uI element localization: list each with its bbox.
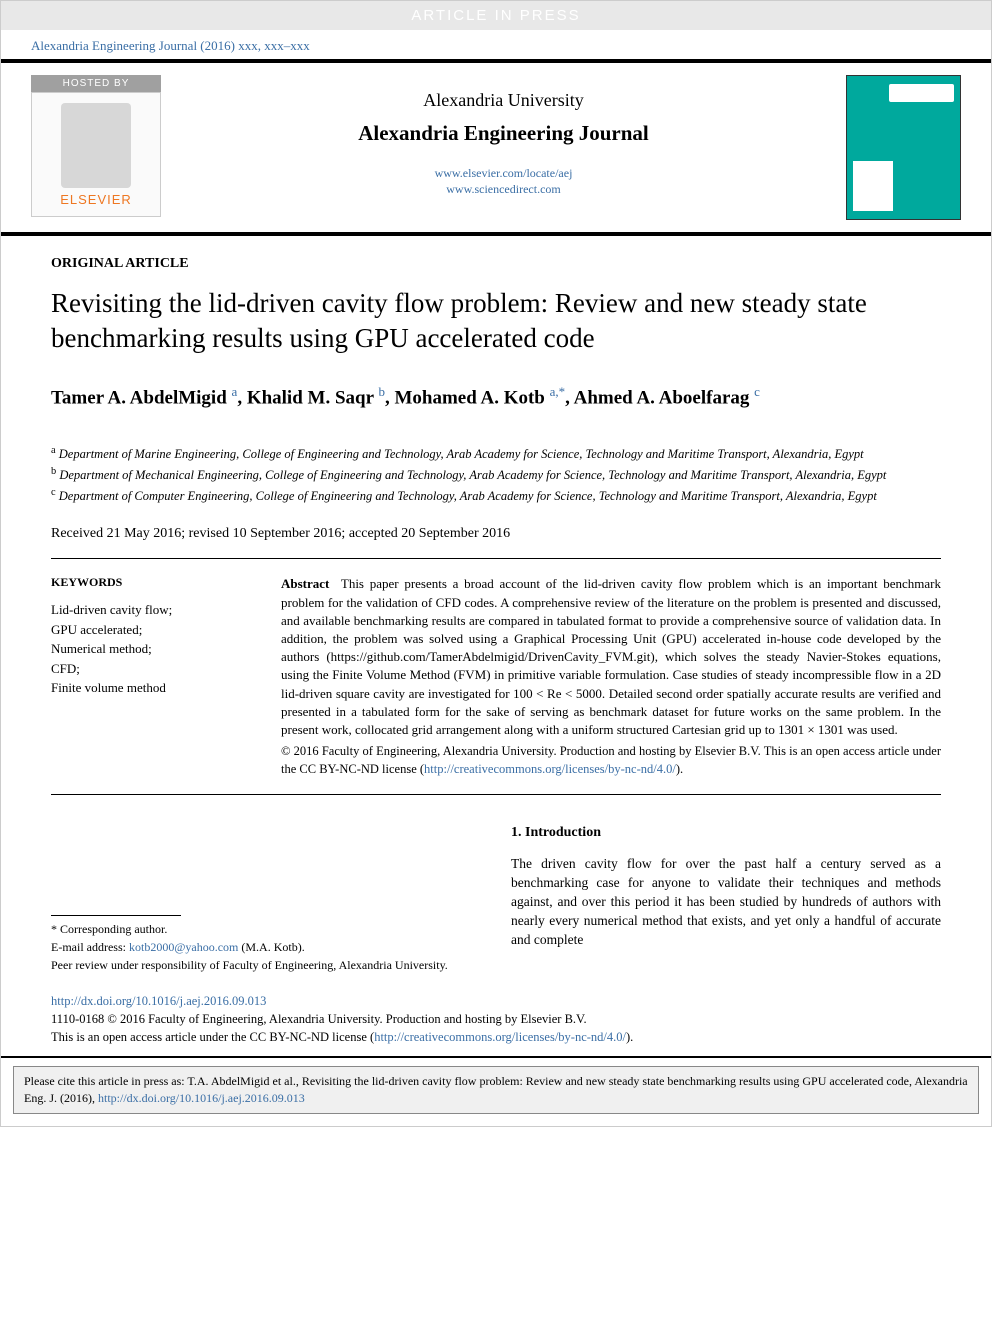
divider-bottom — [51, 794, 941, 795]
footnotes: * Corresponding author. E-mail address: … — [51, 920, 481, 974]
journal-center: Alexandria University Alexandria Enginee… — [181, 75, 826, 220]
journal-cover-badge — [889, 84, 954, 102]
elsevier-logo: ELSEVIER — [31, 92, 161, 217]
email-suffix: (M.A. Kotb). — [238, 940, 304, 954]
license-link[interactable]: http://creativecommons.org/licenses/by-n… — [424, 762, 676, 776]
keywords-column: KEYWORDS Lid-driven cavity flow;GPU acce… — [51, 575, 241, 778]
affiliation-item: a Department of Marine Engineering, Coll… — [51, 443, 941, 464]
journal-link-sciencedirect[interactable]: www.sciencedirect.com — [181, 182, 826, 198]
affiliation-item: c Department of Computer Engineering, Co… — [51, 485, 941, 506]
issn-line: 1110-0168 © 2016 Faculty of Engineering,… — [51, 1011, 941, 1046]
email-link[interactable]: kotb2000@yahoo.com — [129, 940, 238, 954]
copyright-suffix: ). — [676, 762, 683, 776]
abstract-label: Abstract — [281, 576, 329, 591]
abstract-body: This paper presents a broad account of t… — [281, 576, 941, 737]
article-body: ORIGINAL ARTICLE Revisiting the lid-driv… — [1, 236, 991, 994]
article-title: Revisiting the lid-driven cavity flow pr… — [51, 286, 941, 356]
hosted-by-block: HOSTED BY ELSEVIER — [31, 75, 161, 220]
keywords-list: Lid-driven cavity flow;GPU accelerated;N… — [51, 600, 241, 698]
journal-citation-link[interactable]: Alexandria Engineering Journal (2016) xx… — [31, 38, 310, 53]
bottom-license-link[interactable]: http://creativecommons.org/licenses/by-n… — [374, 1030, 626, 1044]
license-close: ). — [626, 1030, 633, 1044]
doi-line: http://dx.doi.org/10.1016/j.aej.2016.09.… — [51, 994, 941, 1009]
journal-links: www.elsevier.com/locate/aej www.scienced… — [181, 166, 826, 197]
doi-link[interactable]: http://dx.doi.org/10.1016/j.aej.2016.09.… — [51, 994, 266, 1008]
article-in-press-banner: ARTICLE IN PRESS — [1, 1, 991, 30]
abstract-text: Abstract This paper presents a broad acc… — [281, 575, 941, 739]
abstract-column: Abstract This paper presents a broad acc… — [281, 575, 941, 778]
two-column-body: * Corresponding author. E-mail address: … — [51, 825, 941, 974]
section-heading-intro: 1. Introduction — [511, 825, 941, 841]
article-dates: Received 21 May 2016; revised 10 Septemb… — [51, 526, 941, 542]
affiliation-item: b Department of Mechanical Engineering, … — [51, 464, 941, 485]
elsevier-text: ELSEVIER — [60, 192, 132, 207]
journal-cover — [846, 75, 961, 220]
divider-top — [51, 558, 941, 559]
masthead: HOSTED BY ELSEVIER Alexandria University… — [1, 63, 991, 232]
header-reference: Alexandria Engineering Journal (2016) xx… — [1, 30, 991, 59]
elsevier-tree-icon — [61, 103, 131, 188]
article-type: ORIGINAL ARTICLE — [51, 256, 941, 272]
bottom-info: http://dx.doi.org/10.1016/j.aej.2016.09.… — [1, 994, 991, 1056]
page-wrapper: ARTICLE IN PRESS Alexandria Engineering … — [0, 0, 992, 1127]
email-line: E-mail address: kotb2000@yahoo.com (M.A.… — [51, 938, 481, 956]
footnote-separator — [51, 915, 181, 916]
abstract-copyright: © 2016 Faculty of Engineering, Alexandri… — [281, 743, 941, 778]
right-column: 1. Introduction The driven cavity flow f… — [511, 825, 941, 974]
hosted-by-label: HOSTED BY — [31, 75, 161, 92]
authors: Tamer A. AbdelMigid a, Khalid M. Saqr b,… — [51, 382, 941, 413]
bottom-black-bar — [1, 1056, 991, 1058]
university-name: Alexandria University — [181, 90, 826, 111]
left-column: * Corresponding author. E-mail address: … — [51, 825, 481, 974]
license-text: This is an open access article under the… — [51, 1030, 374, 1044]
peer-review-note: Peer review under responsibility of Facu… — [51, 956, 481, 974]
journal-link-elsevier[interactable]: www.elsevier.com/locate/aej — [181, 166, 826, 182]
journal-name: Alexandria Engineering Journal — [181, 121, 826, 146]
abstract-section: KEYWORDS Lid-driven cavity flow;GPU acce… — [51, 575, 941, 778]
citation-doi-link[interactable]: http://dx.doi.org/10.1016/j.aej.2016.09.… — [98, 1091, 305, 1105]
keywords-heading: KEYWORDS — [51, 575, 241, 590]
corresponding-author: * Corresponding author. — [51, 920, 481, 938]
intro-text: The driven cavity flow for over the past… — [511, 855, 941, 949]
affiliations: a Department of Marine Engineering, Coll… — [51, 443, 941, 506]
issn-text: 1110-0168 © 2016 Faculty of Engineering,… — [51, 1012, 587, 1026]
journal-cover-label — [853, 161, 893, 211]
citation-box: Please cite this article in press as: T.… — [13, 1066, 979, 1114]
email-label: E-mail address: — [51, 940, 129, 954]
